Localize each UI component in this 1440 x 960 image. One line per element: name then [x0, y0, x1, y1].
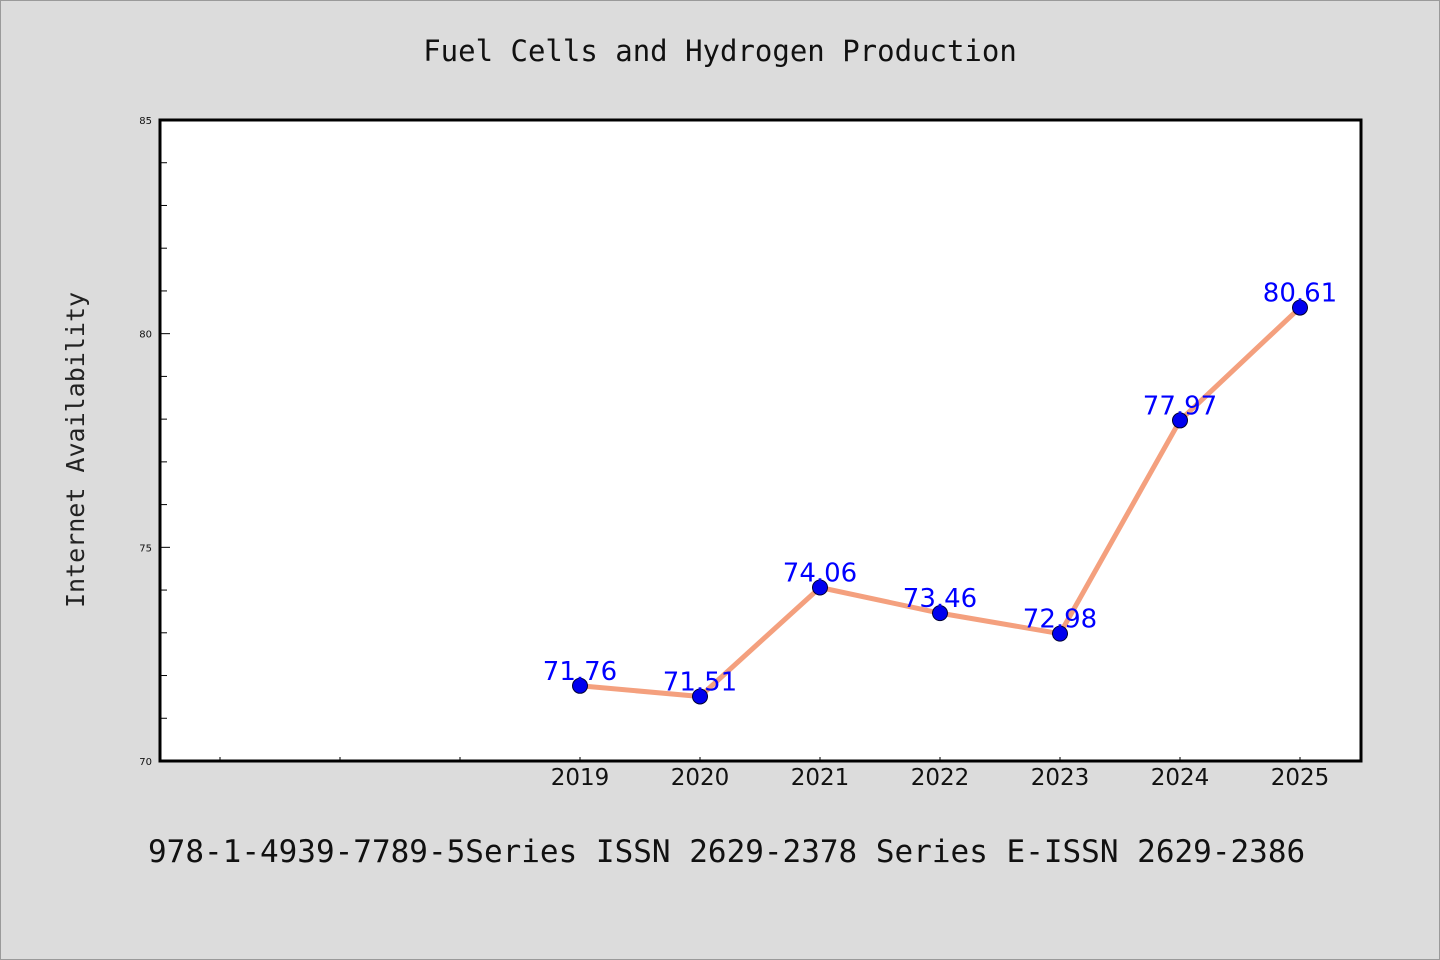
- data-point: [932, 605, 948, 622]
- data-point: [812, 579, 828, 596]
- axes-layer: 70 75 80 85 2019 2020 2021 2022 2023 2024 2025: [139, 116, 1329, 791]
- data-label: 73.46: [903, 584, 977, 614]
- series-layer: 71.76 71.51 74.06 73.46 72.98 77.97 80.61: [543, 279, 1337, 705]
- y-tick-label: 80: [139, 330, 152, 341]
- x-tick-label: 2020: [671, 765, 730, 791]
- data-label: 74.06: [783, 559, 857, 589]
- data-point: [692, 688, 708, 705]
- x-tick-label: 2019: [551, 765, 610, 791]
- data-label: 72.98: [1023, 605, 1097, 635]
- chart-title: Fuel Cells and Hydrogen Production: [423, 34, 1017, 68]
- plot-area: [158, 118, 1363, 763]
- data-label: 71.51: [663, 667, 737, 697]
- data-point: [1172, 412, 1188, 429]
- data-point: [1292, 299, 1308, 316]
- y-axis-label: Internet Availability: [61, 292, 90, 608]
- y-tick-label: 75: [139, 543, 152, 554]
- x-tick-label: 2024: [1151, 765, 1210, 791]
- y-tick-label: 70: [139, 757, 152, 768]
- y-tick-label: 85: [139, 116, 152, 127]
- data-label: 80.61: [1263, 279, 1337, 309]
- x-tick-label: 2023: [1031, 765, 1090, 791]
- x-tick-label: 2021: [791, 765, 850, 791]
- data-label: 77.97: [1143, 391, 1217, 421]
- footer-text: 978-1-4939-7789-5Series ISSN 2629-2378 S…: [148, 834, 1306, 870]
- x-tick-label: 2025: [1271, 765, 1330, 791]
- data-point: [572, 677, 588, 694]
- data-label: 71.76: [543, 657, 617, 687]
- x-tick-label: 2022: [911, 765, 970, 791]
- data-point: [1052, 625, 1068, 642]
